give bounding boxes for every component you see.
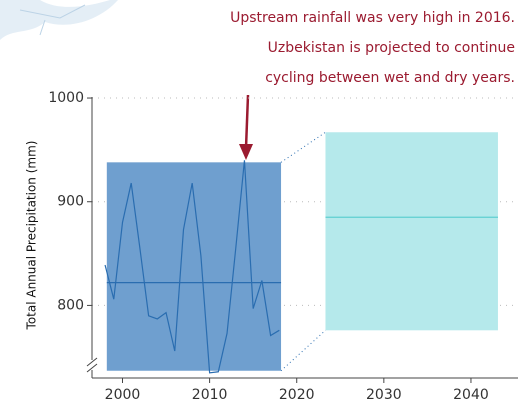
connector xyxy=(280,131,326,163)
axis-break xyxy=(86,357,98,367)
x-tick-label: 2000 xyxy=(105,387,141,403)
x-tick-label: 2020 xyxy=(279,387,315,403)
annotation-arrow-head xyxy=(239,144,253,160)
y-axis-label: Total Annual Precipitation (mm) xyxy=(25,141,39,331)
connector xyxy=(280,329,326,372)
map-decoration xyxy=(0,0,118,40)
range-box xyxy=(325,132,498,331)
data-line xyxy=(104,160,280,374)
y-tick-label: 800 xyxy=(57,297,84,313)
axis-break xyxy=(86,363,98,373)
x-tick-label: 2010 xyxy=(192,387,228,403)
y-tick-label: 1000 xyxy=(48,90,84,106)
annotation-text: Upstream rainfall was very high in 2016. xyxy=(230,10,515,26)
annotation-text: cycling between wet and dry years. xyxy=(265,70,515,86)
y-tick-label: 900 xyxy=(57,194,84,210)
x-tick-label: 2030 xyxy=(366,387,402,403)
map-river xyxy=(19,4,86,36)
annotation-arrow xyxy=(244,94,250,149)
annotation-text: Uzbekistan is projected to continue xyxy=(268,40,515,56)
x-tick-label: 2040 xyxy=(453,387,489,403)
